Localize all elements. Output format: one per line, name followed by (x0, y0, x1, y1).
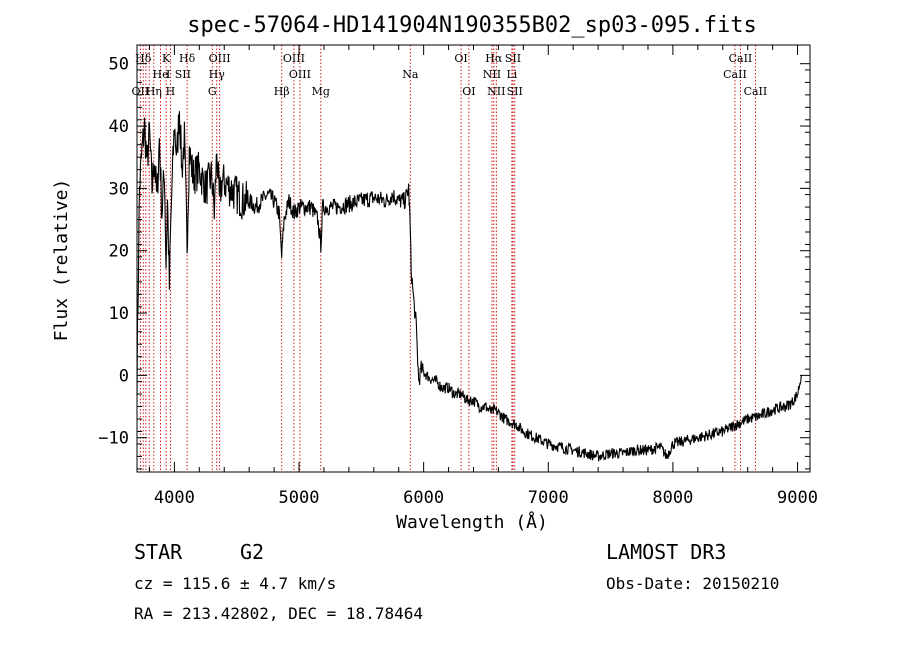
spectral-line-label: I (166, 68, 170, 81)
spectral-line-label: H (166, 85, 176, 98)
x-tick-label: 5000 (279, 488, 320, 508)
spectral-line-label: NII (483, 68, 501, 81)
y-tick-label: 30 (109, 179, 129, 199)
spectral-line-label: Na (402, 68, 419, 81)
spectral-line-label: OI (462, 85, 475, 98)
x-tick-label: 6000 (403, 488, 444, 508)
sky-coordinates: RA = 213.42802, DEC = 18.78464 (134, 604, 423, 623)
spectral-line-label: OIII (209, 52, 231, 65)
spectral-line-label: CaII (723, 68, 747, 81)
spectral-line-label: OII (132, 85, 150, 98)
spectral-line-label: Hα (485, 52, 503, 65)
x-axis-label: Wavelength (Å) (396, 511, 548, 533)
y-axis-label: Flux (relative) (51, 179, 72, 342)
spectral-line-label: CaII (729, 52, 753, 65)
spectral-line-label: SII (505, 52, 521, 65)
spectral-line-label: Hδ (135, 52, 152, 65)
y-tick-label: −10 (98, 429, 129, 449)
spectral-line-label: Li (506, 68, 517, 81)
spectral-line-label: Hδ (179, 52, 196, 65)
spectral-line-label: Hβ (274, 85, 290, 98)
spectral-line-label: NII (487, 85, 505, 98)
y-tick-label: 20 (109, 242, 129, 262)
x-tick-label: 9000 (777, 488, 818, 508)
x-tick-label: 8000 (652, 488, 693, 508)
redshift-velocity: cz = 115.6 ± 4.7 km/s (134, 574, 336, 593)
spectral-line-markers (139, 45, 756, 472)
spectral-line-label: OIII (289, 68, 311, 81)
x-tick-label: 4000 (154, 488, 195, 508)
x-tick-label: 7000 (528, 488, 569, 508)
spectral-line-label: Mg (312, 85, 330, 98)
spectral-line-label: K (162, 52, 171, 65)
object-class: STAR (134, 540, 183, 564)
y-tick-label: 50 (109, 55, 129, 75)
spectral-line-label: CaII (744, 85, 768, 98)
y-axis-ticks: −10 0 10 20 30 40 50 (98, 55, 810, 470)
plot-frame (136, 44, 811, 473)
spectral-line-label: OI (454, 52, 467, 65)
spectral-line-label: Hγ (209, 68, 226, 81)
chart-title: spec-57064-HD141904N190355B02_sp03-095.f… (187, 13, 757, 38)
spectral-line-label: OIII (283, 52, 305, 65)
x-axis-ticks: 4000 5000 6000 7000 8000 9000 (148, 45, 818, 508)
spectral-line-label: He (153, 68, 169, 81)
survey-name: LAMOST DR3 (606, 540, 726, 564)
y-tick-label: 40 (109, 117, 129, 137)
spectral-line-label: Hη (146, 85, 162, 98)
spectral-line-label: SII (175, 68, 191, 81)
object-subclass: G2 (240, 540, 264, 564)
y-tick-label: 0 (119, 366, 129, 386)
spectral-line-label: SII (507, 85, 523, 98)
spectrum-series-line (136, 111, 802, 462)
spectral-line-label: G (208, 85, 217, 98)
y-tick-label: 10 (109, 304, 129, 324)
observation-date: Obs-Date: 20150210 (606, 574, 779, 593)
